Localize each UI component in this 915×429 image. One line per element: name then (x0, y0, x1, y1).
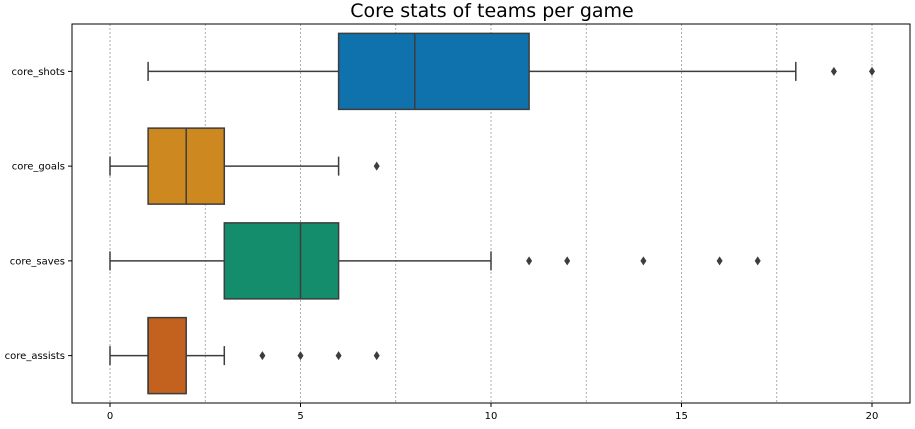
box-core_assists (109, 316, 380, 395)
y-axis-ticks: core_shots core_goals core_saves core_assis… (5, 67, 72, 362)
y-tick-label: core_saves (10, 256, 65, 267)
y-tick-label: core_assists (5, 351, 65, 362)
outlier-point (564, 256, 571, 266)
x-tick-label: 15 (675, 411, 688, 422)
y-tick-label: core_shots (12, 67, 65, 78)
box-core_saves (109, 222, 761, 300)
iqr-box (147, 316, 187, 395)
outlier-point (640, 256, 647, 266)
outlier-point (830, 66, 837, 76)
x-tick-label: 20 (866, 411, 879, 422)
outlier-point (297, 351, 304, 361)
box-core_shots (147, 32, 875, 111)
outlier-point (526, 256, 533, 266)
outlier-point (373, 351, 380, 361)
box-core_goals (109, 127, 380, 205)
boxes (109, 32, 875, 395)
iqr-box (337, 32, 530, 111)
x-axis-ticks: 0 5 10 15 20 (107, 403, 879, 422)
x-tick-label: 0 (107, 411, 113, 422)
iqr-box (223, 222, 340, 300)
x-tick-label: 5 (297, 411, 303, 422)
outlier-point (259, 351, 266, 361)
chart-title: Core stats of teams per game (350, 0, 633, 22)
x-tick-label: 10 (485, 411, 498, 422)
outlier-point (335, 351, 342, 361)
outlier-point (754, 256, 761, 266)
y-tick-label: core_goals (12, 162, 65, 173)
outlier-point (869, 66, 875, 76)
outlier-point (716, 256, 723, 266)
gridlines (109, 24, 873, 403)
outlier-point (373, 161, 380, 171)
